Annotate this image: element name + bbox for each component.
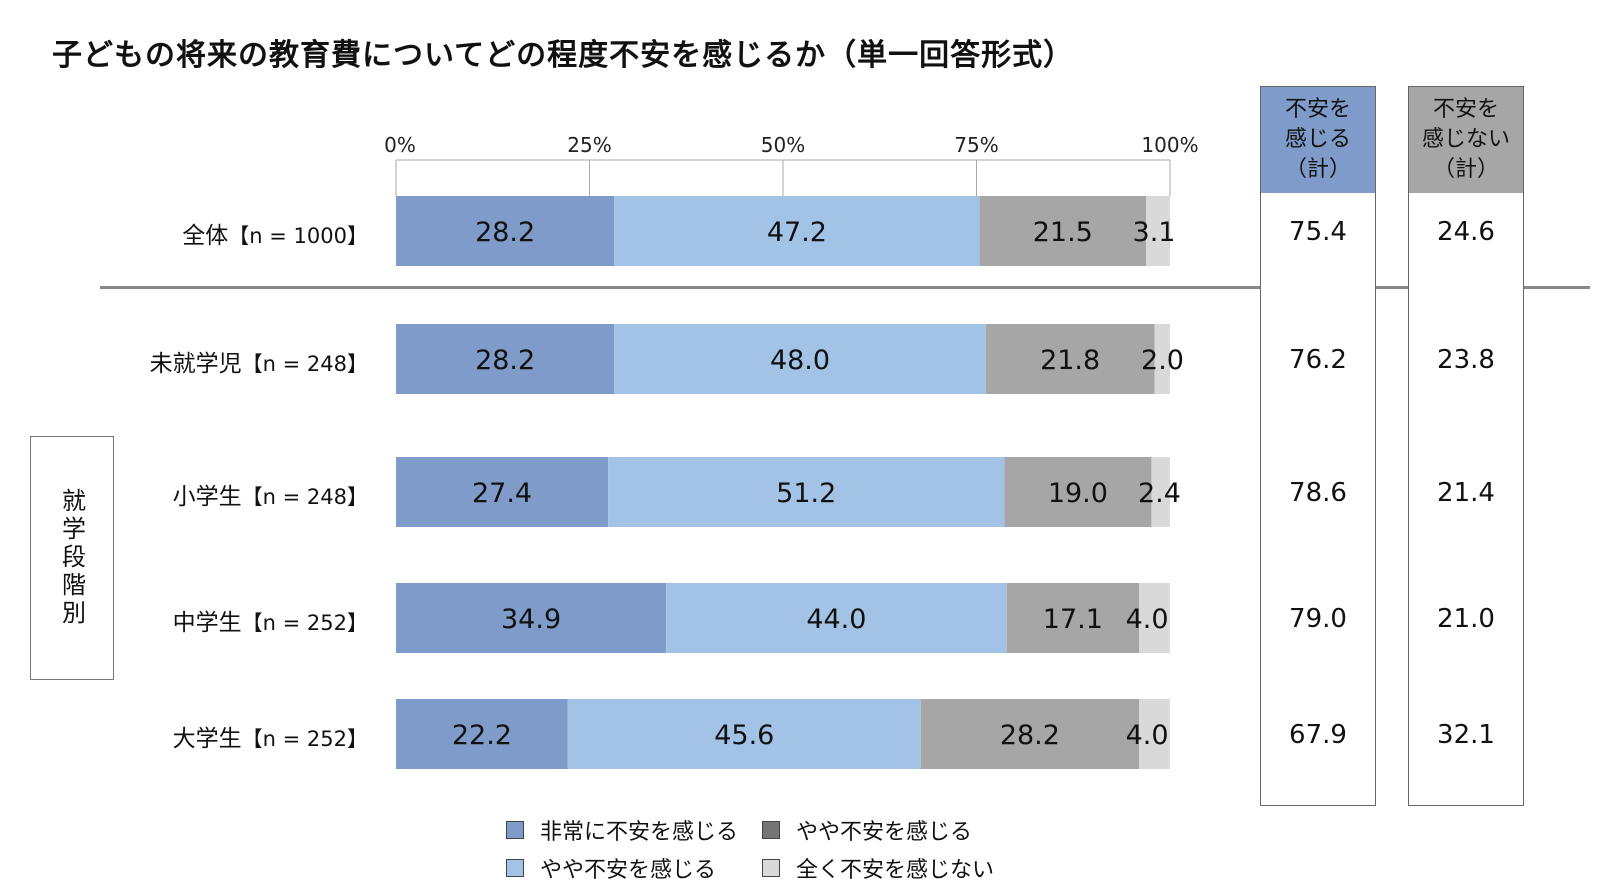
- legend-swatch: [506, 821, 524, 839]
- sample-size: 【n = 248】: [241, 485, 368, 509]
- sample-size: 【n = 1000】: [228, 224, 368, 248]
- anxious-total-value: 76.2: [1289, 345, 1347, 375]
- data-label: 3.1: [1133, 217, 1176, 248]
- x-tick-label: 75%: [954, 133, 998, 157]
- bar-segment: [1146, 196, 1170, 266]
- bar-segment: [985, 324, 1155, 394]
- data-label: 27.4: [472, 478, 532, 509]
- not-anxious-total-value: 24.6: [1437, 217, 1495, 247]
- legend-swatch: [506, 859, 524, 877]
- bar-segment: [396, 457, 609, 527]
- bar-segment: [614, 324, 986, 394]
- data-label: 21.8: [1040, 345, 1100, 376]
- stacked-bar-chart: 0% 25% 50% 75% 100% 28.2 47.2 21.5 3.1 28.2 48.0 21…: [384, 133, 1199, 769]
- data-label: 47.2: [767, 217, 827, 248]
- data-label: 19.0: [1048, 478, 1108, 509]
- not-anxious-total-value: 23.8: [1437, 345, 1495, 375]
- category-name: 中学生: [172, 610, 242, 636]
- chart-title: 子どもの将来の教育費についてどの程度不安を感じるか（単一回答形式）: [52, 38, 1075, 73]
- not-anxious-total-value: 21.0: [1437, 604, 1495, 634]
- data-label: 21.5: [1033, 217, 1093, 248]
- legend-label: 非常に不安を感じる: [540, 820, 739, 845]
- bar-segment: [567, 699, 921, 769]
- x-tick-label: 100%: [1141, 133, 1198, 157]
- legend-swatch: [762, 821, 780, 839]
- category-label: 中学生【n = 252】: [173, 603, 368, 637]
- bar-segment: [396, 196, 615, 266]
- bar-segment: [396, 583, 667, 653]
- not-anxious-total-column: 不安を 感じない （計） 24.6 23.8 21.4 21.0 32.1: [1408, 86, 1524, 806]
- total-separator-line: [100, 286, 1590, 289]
- legend-swatch: [762, 859, 780, 877]
- anxious-total-header: 不安を 感じる （計）: [1261, 87, 1375, 193]
- bar-segment: [1139, 699, 1170, 769]
- bar-segment: [666, 583, 1007, 653]
- data-label: 28.2: [475, 217, 535, 248]
- bar-segment: [1004, 457, 1152, 527]
- category-name: 未就学児: [149, 351, 242, 377]
- data-label: 51.2: [776, 478, 836, 509]
- stage-group-label: 就学段階別: [57, 488, 86, 628]
- data-label: 28.2: [475, 345, 535, 376]
- data-label: 22.2: [452, 720, 512, 751]
- legend-item: やや不安を感じる: [506, 852, 716, 884]
- chart-legend: 非常に不安を感じる やや不安を感じる やや不安を感じる 全く不安を感じない: [506, 814, 1066, 886]
- sample-size: 【n = 252】: [241, 727, 368, 751]
- category-label: 大学生【n = 252】: [173, 719, 368, 753]
- anxious-total-value: 75.4: [1289, 217, 1347, 247]
- data-label: 4.0: [1126, 604, 1169, 635]
- data-label: 45.6: [714, 720, 774, 751]
- bar-segment: [979, 196, 1147, 266]
- bar-segment: [1006, 583, 1140, 653]
- legend-label: やや不安を感じる: [796, 820, 973, 845]
- anxious-total-column: 不安を 感じる （計） 75.4 76.2 78.6 79.0 67.9: [1260, 86, 1376, 806]
- category-label: 未就学児【n = 248】: [150, 344, 368, 378]
- stage-group-box: 就学段階別: [30, 436, 114, 680]
- data-label: 17.1: [1043, 604, 1103, 635]
- legend-item: やや不安を感じる: [762, 814, 972, 846]
- anxious-total-value: 67.9: [1289, 720, 1347, 750]
- anxious-total-value: 78.6: [1289, 478, 1347, 508]
- x-tick-label: 0%: [384, 133, 416, 157]
- data-label: 34.9: [501, 604, 561, 635]
- legend-label: やや不安を感じる: [540, 858, 717, 883]
- not-anxious-total-header: 不安を 感じない （計）: [1409, 87, 1523, 193]
- data-label: 28.2: [1000, 720, 1060, 751]
- sample-size: 【n = 248】: [241, 352, 368, 376]
- bar-segment: [396, 324, 615, 394]
- category-name: 小学生: [172, 484, 242, 510]
- sample-size: 【n = 252】: [241, 611, 368, 635]
- bar-segment: [396, 699, 568, 769]
- x-tick-label: 50%: [761, 133, 805, 157]
- data-label: 4.0: [1126, 720, 1169, 751]
- bar-segment: [1154, 324, 1170, 394]
- not-anxious-total-value: 21.4: [1437, 478, 1495, 508]
- category-label: 全体【n = 1000】: [182, 216, 368, 250]
- legend-item: 非常に不安を感じる: [506, 814, 738, 846]
- bar-segment: [1139, 583, 1170, 653]
- category-name: 大学生: [172, 726, 242, 752]
- legend-item: 全く不安を感じない: [762, 852, 994, 884]
- x-tick-label: 25%: [567, 133, 611, 157]
- bar-segment: [608, 457, 1005, 527]
- data-label: 44.0: [806, 604, 866, 635]
- data-label: 48.0: [770, 345, 830, 376]
- bar-segment: [614, 196, 980, 266]
- data-label: 2.4: [1138, 478, 1181, 509]
- not-anxious-total-value: 32.1: [1437, 720, 1495, 750]
- anxious-total-value: 79.0: [1289, 604, 1347, 634]
- category-label: 小学生【n = 248】: [173, 477, 368, 511]
- legend-label: 全く不安を感じない: [796, 858, 995, 883]
- bar-segment: [920, 699, 1140, 769]
- bar-segment: [1151, 457, 1170, 527]
- category-name: 全体: [182, 223, 229, 249]
- data-label: 2.0: [1141, 345, 1184, 376]
